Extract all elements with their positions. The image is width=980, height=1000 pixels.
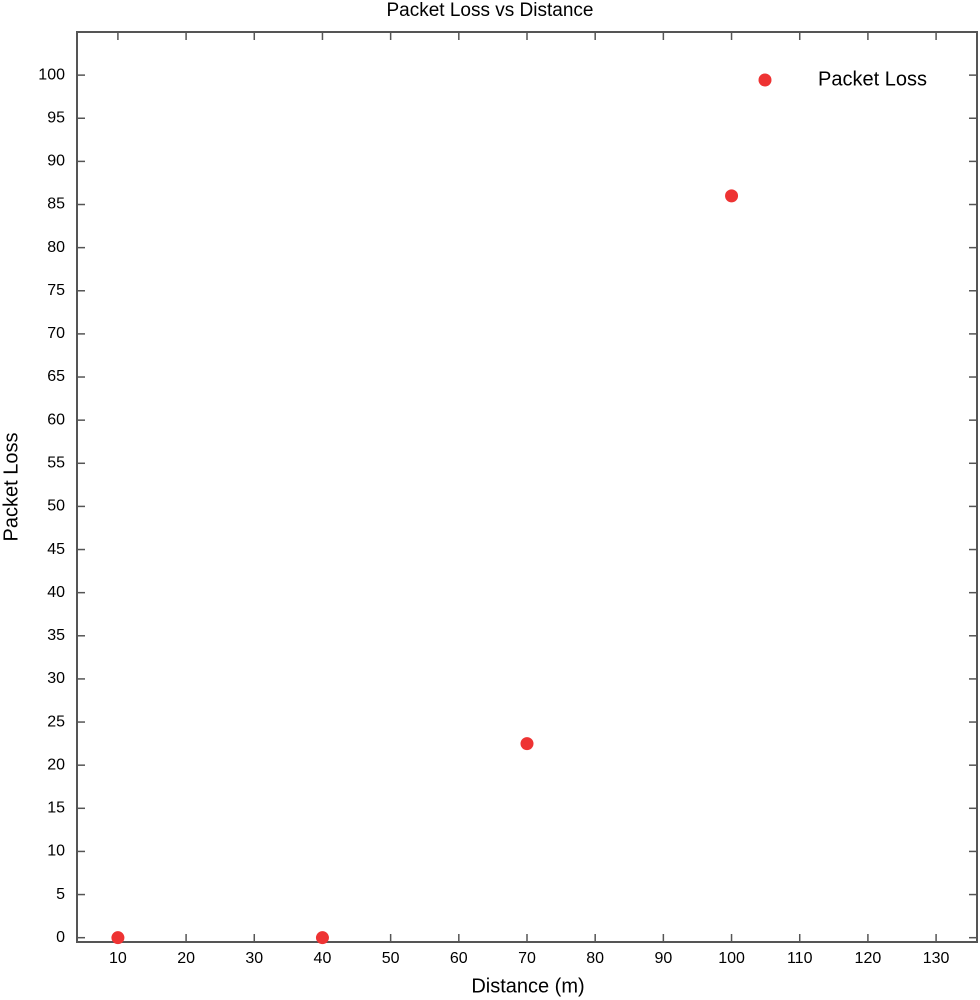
y-tick-label: 15: [47, 800, 65, 817]
point: [111, 931, 125, 945]
x-tick-label: 80: [586, 950, 604, 967]
y-tick-label: 50: [47, 498, 65, 515]
legend-label: Packet Loss: [818, 68, 927, 90]
x-tick-label: 100: [718, 950, 745, 967]
y-tick-label: 30: [47, 670, 65, 687]
x-tick-label: 70: [518, 950, 536, 967]
y-tick-label: 40: [47, 584, 65, 601]
x-tick-label: 50: [382, 950, 400, 967]
y-tick-label: 10: [47, 843, 65, 860]
y-tick-label: 80: [47, 239, 65, 256]
y-tick-label: 55: [47, 454, 65, 471]
x-axis-label: Distance (m): [471, 975, 584, 997]
y-tick-label: 90: [47, 153, 65, 170]
point: [315, 931, 329, 945]
y-tick-label: 5: [56, 886, 65, 903]
y-axis-label: Packet Loss: [0, 433, 22, 542]
x-tick-label: 10: [109, 950, 127, 967]
y-tick-label: 20: [47, 756, 65, 773]
y-tick-label: 25: [47, 713, 65, 730]
y-tick-label: 75: [47, 282, 65, 299]
x-tick-label: 120: [855, 950, 882, 967]
y-tick-label: 35: [47, 627, 65, 644]
y-tick-label: 100: [38, 66, 65, 83]
point: [520, 737, 534, 751]
legend-marker: [758, 73, 772, 87]
x-tick-label: 110: [787, 950, 813, 967]
y-tick-label: 85: [47, 196, 65, 213]
x-tick-label: 20: [177, 950, 195, 967]
y-tick-label: 70: [47, 325, 65, 342]
x-tick-label: 30: [245, 950, 263, 967]
plot-frame: [76, 31, 978, 943]
y-tick-label: 95: [47, 109, 65, 126]
y-tick-label: 0: [56, 929, 65, 946]
x-tick-label: 130: [923, 950, 950, 967]
y-tick-label: 60: [47, 411, 65, 428]
x-tick-label: 90: [654, 950, 672, 967]
y-tick-label: 65: [47, 368, 65, 385]
point: [725, 189, 739, 203]
x-tick-label: 40: [314, 950, 332, 967]
y-tick-label: 45: [47, 541, 65, 558]
x-tick-label: 60: [450, 950, 468, 967]
chart-title: Packet Loss vs Distance: [387, 0, 594, 21]
